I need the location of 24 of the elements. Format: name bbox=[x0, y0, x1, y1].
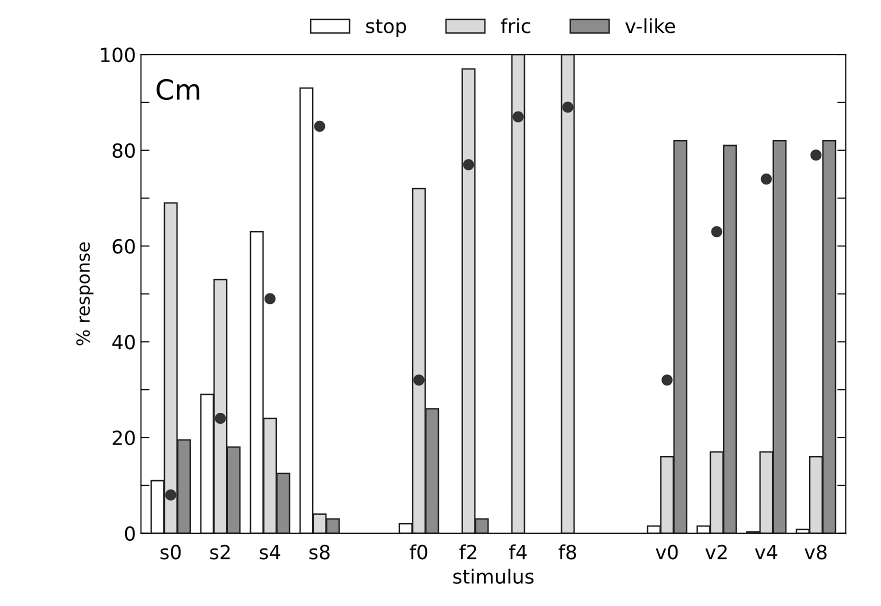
y-tick-label: 40 bbox=[112, 334, 135, 350]
x-axis-title: stimulus bbox=[453, 568, 534, 584]
x-tick-label: s0 bbox=[160, 544, 181, 560]
x-tick-label: s2 bbox=[210, 544, 230, 560]
x-tick-label: s4 bbox=[260, 544, 280, 560]
x-tick-label: s8 bbox=[309, 544, 330, 560]
legend-label: stop bbox=[366, 19, 406, 38]
y-tick-label: 20 bbox=[112, 430, 135, 446]
annotation: Cm bbox=[156, 78, 200, 100]
y-tick-label: 80 bbox=[112, 143, 135, 158]
y-axis-title: % response bbox=[76, 242, 94, 346]
x-tick-label: v4 bbox=[754, 544, 778, 560]
x-tick-label: f2 bbox=[459, 544, 476, 560]
x-tick-label: v8 bbox=[804, 544, 827, 560]
y-tick-label: 100 bbox=[101, 47, 135, 62]
y-tick-label: 0 bbox=[125, 526, 135, 541]
x-tick-label: f8 bbox=[558, 544, 576, 560]
x-tick-label: f4 bbox=[509, 544, 527, 560]
x-tick-label: v2 bbox=[705, 544, 727, 560]
x-tick-label: f0 bbox=[410, 544, 428, 560]
x-tick-label: v0 bbox=[656, 544, 678, 560]
legend-label: v-like bbox=[625, 18, 676, 34]
legend-label: fric bbox=[500, 18, 530, 34]
y-tick-label: 60 bbox=[112, 238, 135, 254]
